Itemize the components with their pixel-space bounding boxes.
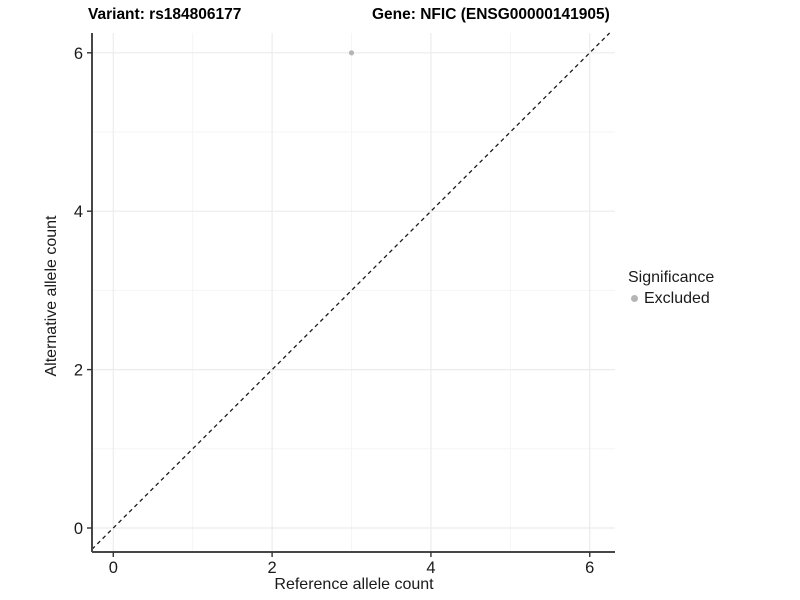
legend-item-label: Excluded bbox=[644, 290, 710, 307]
x-axis-title: Reference allele count bbox=[274, 576, 434, 593]
y-tick-label: 0 bbox=[74, 520, 83, 538]
x-tick-label: 4 bbox=[426, 559, 435, 577]
x-tick-label: 2 bbox=[268, 559, 277, 577]
excluded-point-key-icon bbox=[631, 295, 638, 302]
y-tick-label: 4 bbox=[74, 203, 83, 221]
y-tick-label: 2 bbox=[74, 362, 83, 380]
legend-item-excluded: Excluded bbox=[628, 289, 714, 308]
x-tick-label: 6 bbox=[585, 559, 594, 577]
x-tick-label: 0 bbox=[109, 559, 118, 577]
data-point bbox=[348, 50, 355, 56]
variant-title: Variant: rs184806177 bbox=[88, 6, 242, 23]
legend-title: Significance bbox=[628, 269, 715, 286]
identity-reference-line bbox=[91, 32, 611, 550]
gene-title: Gene: NFIC (ENSG00000141905) bbox=[372, 6, 610, 23]
y-axis-title: Alternative allele count bbox=[43, 215, 60, 377]
y-tick-label: 6 bbox=[74, 45, 83, 63]
legend: Significance Excluded bbox=[628, 268, 714, 308]
